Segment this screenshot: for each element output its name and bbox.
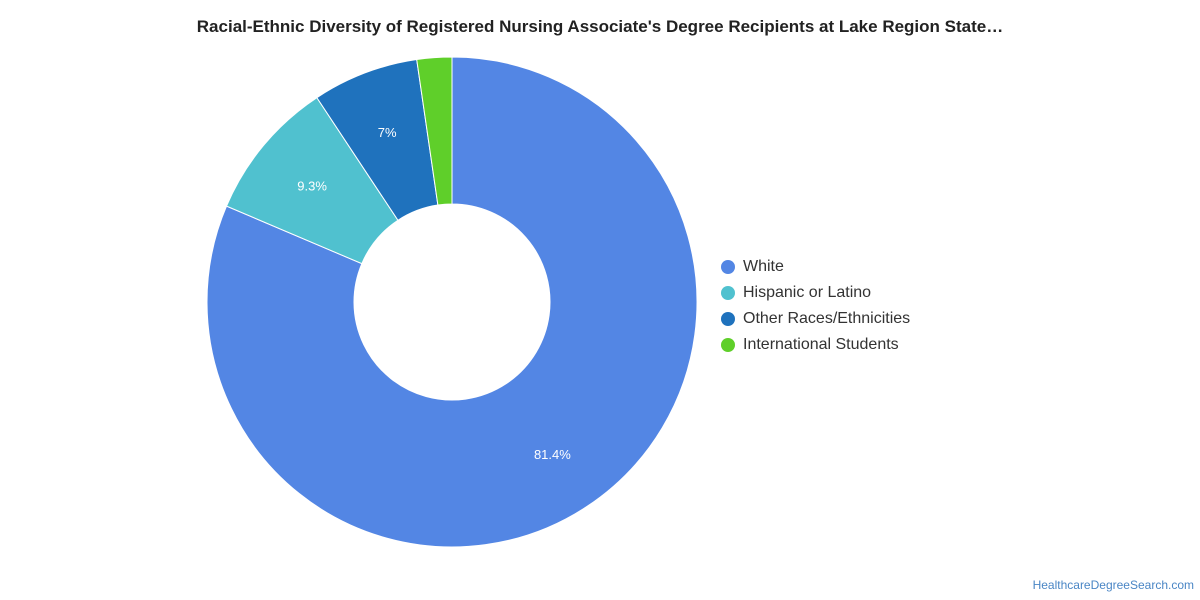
legend: White Hispanic or Latino Other Races/Eth… — [721, 254, 910, 358]
source-credit-link[interactable]: HealthcareDegreeSearch.com — [1032, 578, 1194, 592]
legend-item-white[interactable]: White — [721, 254, 910, 280]
legend-swatch-international-students — [721, 338, 735, 352]
legend-label-other-races-ethnicities: Other Races/Ethnicities — [743, 310, 911, 327]
slice-international-students[interactable] — [416, 56, 453, 206]
slice-label-other-races-ethnicities: 7% — [378, 125, 397, 140]
slice-label-white: 81.4% — [534, 447, 571, 462]
slice-white[interactable] — [206, 56, 698, 548]
legend-item-other-races-ethnicities[interactable]: Other Races/Ethnicities — [721, 306, 910, 332]
slice-label-hispanic-or-latino: 9.3% — [297, 179, 327, 194]
legend-swatch-hispanic-or-latino — [721, 286, 735, 300]
legend-label-white: White — [743, 258, 784, 275]
legend-label-international-students: International Students — [743, 336, 899, 353]
chart-title: Racial-Ethnic Diversity of Registered Nu… — [196, 17, 1004, 36]
legend-item-international-students[interactable]: International Students — [721, 332, 910, 358]
legend-swatch-white — [721, 260, 735, 274]
legend-item-hispanic-or-latino[interactable]: Hispanic or Latino — [721, 280, 910, 306]
legend-swatch-other-races-ethnicities — [721, 312, 735, 326]
legend-label-hispanic-or-latino: Hispanic or Latino — [743, 284, 872, 301]
